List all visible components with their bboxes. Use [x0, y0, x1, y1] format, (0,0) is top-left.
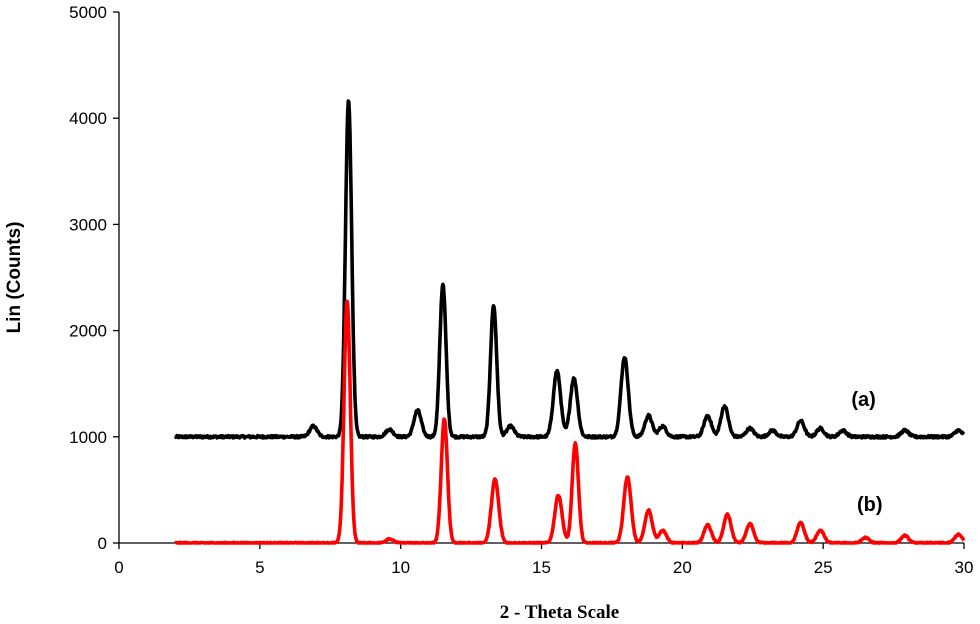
y-tick-label: 2000 — [69, 322, 107, 341]
x-tick-label: 20 — [673, 558, 692, 577]
y-tick-label: 0 — [98, 534, 107, 553]
x-tick-label: 5 — [255, 558, 264, 577]
y-tick-label: 5000 — [69, 3, 107, 22]
plot-area: 0 1000 2000 3000 4000 5000 0 5 10 15 20 25 30 (a) (b… — [69, 3, 973, 577]
series-label-a: (a) — [851, 389, 875, 411]
x-tick-label: 25 — [814, 558, 833, 577]
series-line-a — [173, 99, 966, 440]
x-axis-ticks: 0 5 10 15 20 25 30 — [114, 543, 973, 577]
y-axis-ticks: 0 1000 2000 3000 4000 5000 — [69, 3, 119, 553]
series-line-b — [174, 299, 966, 545]
y-tick-label: 1000 — [69, 428, 107, 447]
annotation-group: (a) (b) — [851, 389, 882, 516]
x-tick-label: 30 — [955, 558, 974, 577]
x-tick-label: 10 — [391, 558, 410, 577]
series-group — [173, 99, 966, 545]
x-tick-label: 15 — [532, 558, 551, 577]
x-tick-label: 0 — [114, 558, 123, 577]
y-axis-title: Lin (Counts) — [4, 222, 25, 334]
y-tick-label: 4000 — [69, 109, 107, 128]
y-tick-label: 3000 — [69, 215, 107, 234]
series-label-b: (b) — [857, 494, 883, 516]
x-axis-title: 2 - Theta Scale — [500, 602, 619, 623]
